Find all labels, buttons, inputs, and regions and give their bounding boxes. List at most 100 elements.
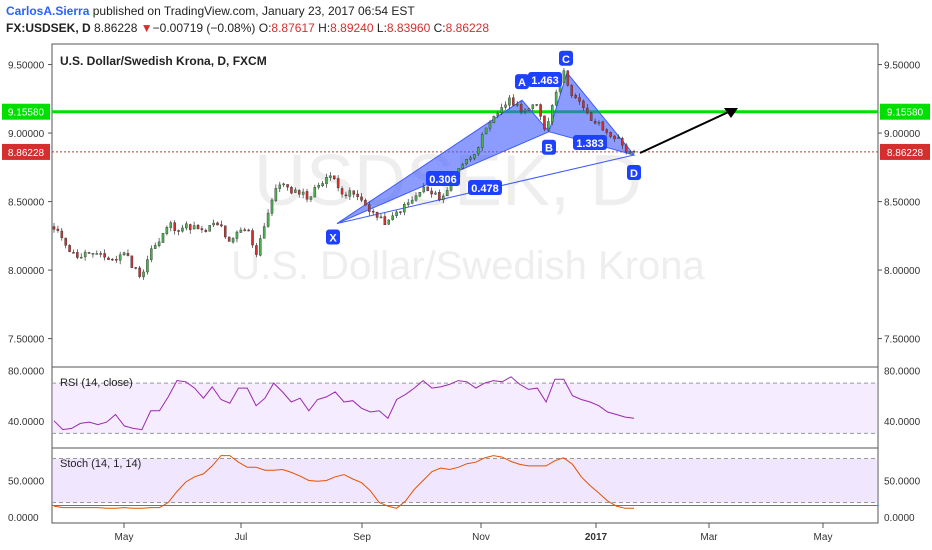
candle xyxy=(371,210,375,213)
candle xyxy=(438,192,441,201)
candle xyxy=(138,267,141,277)
candle xyxy=(216,222,219,226)
candle xyxy=(227,236,231,242)
candle xyxy=(305,191,309,200)
candle xyxy=(535,104,538,106)
chart-frame xyxy=(51,43,879,524)
candle xyxy=(325,177,328,185)
candle xyxy=(60,230,64,239)
pattern-point-badge xyxy=(542,139,556,155)
candle xyxy=(566,70,570,86)
candle xyxy=(593,120,597,124)
price-level-tag-label: 9.15580 xyxy=(8,108,45,119)
candle xyxy=(515,104,519,106)
chart-title: U.S. Dollar/Swedish Krona, D, FXCM xyxy=(60,54,267,68)
candle xyxy=(196,225,200,230)
rsi-y-tick-label: 40.0000 xyxy=(884,417,921,428)
symbol-label[interactable]: FX:USDSEK, D xyxy=(6,21,91,35)
ratio-label: 1.383 xyxy=(576,138,604,150)
candle xyxy=(297,190,301,195)
pattern-point-badge xyxy=(326,229,340,245)
candle xyxy=(500,107,503,113)
candle xyxy=(492,116,496,124)
candle xyxy=(235,231,239,239)
pattern-point-badge xyxy=(559,50,573,66)
x-tick-label: May xyxy=(115,532,134,543)
candle xyxy=(266,212,270,227)
candle xyxy=(282,183,285,186)
candle xyxy=(99,253,102,255)
projection-arrow xyxy=(639,108,736,154)
price-level-tag-label: 8.86228 xyxy=(8,148,45,159)
candle xyxy=(582,100,585,108)
rsi-y-tick-label: 40.0000 xyxy=(8,417,45,428)
stoch-y-tick-label: 0.0000 xyxy=(884,513,915,524)
candle xyxy=(220,224,223,227)
candle xyxy=(290,187,293,194)
candle xyxy=(204,229,208,232)
candle xyxy=(601,121,605,131)
low-value: 8.83960 xyxy=(386,21,431,35)
candle xyxy=(364,199,367,206)
candle xyxy=(496,112,500,116)
rsi-y-tick-label: 80.0000 xyxy=(884,367,921,378)
candle xyxy=(410,199,414,204)
price-level-tag-label: 9.15580 xyxy=(887,108,924,119)
candle xyxy=(150,248,153,260)
x-tick-label: Sep xyxy=(353,532,371,543)
candle xyxy=(165,227,169,234)
candle xyxy=(142,271,145,278)
candle xyxy=(200,228,204,230)
candle xyxy=(543,115,546,130)
candle xyxy=(344,194,348,197)
candle xyxy=(480,134,484,148)
candle xyxy=(465,159,468,165)
candle xyxy=(332,175,336,180)
candle xyxy=(294,189,297,193)
candle xyxy=(632,150,636,153)
candle xyxy=(550,105,554,123)
author-name[interactable]: CarlosA.Sierra xyxy=(6,4,90,18)
candle xyxy=(83,251,87,258)
candle xyxy=(239,229,243,233)
candle xyxy=(562,70,566,83)
candle xyxy=(212,222,215,226)
candle xyxy=(126,253,130,256)
ratio-label: 0.478 xyxy=(471,183,499,195)
candle xyxy=(274,188,278,201)
candle xyxy=(617,137,620,139)
pattern-point-label: C xyxy=(562,54,570,66)
candle xyxy=(52,226,56,230)
high-value: 8.89240 xyxy=(330,21,374,35)
candle xyxy=(68,245,71,252)
candle xyxy=(340,188,344,195)
candle xyxy=(379,216,383,219)
candle xyxy=(613,135,616,140)
y-tick-label: 8.50000 xyxy=(8,198,45,209)
candle xyxy=(531,104,535,109)
pattern-point-label: A xyxy=(518,77,526,89)
open-label: O: xyxy=(258,21,272,35)
candle xyxy=(247,229,250,232)
y-tick-label: 9.50000 xyxy=(884,61,921,72)
rsi-band xyxy=(52,383,878,434)
candle xyxy=(426,186,429,192)
x-tick-label: May xyxy=(814,532,833,543)
candle xyxy=(130,255,134,268)
price-level-tag xyxy=(880,103,930,120)
y-tick-label: 9.50000 xyxy=(8,61,45,72)
candle xyxy=(224,225,227,238)
candle xyxy=(251,230,254,246)
candle xyxy=(270,199,274,214)
pattern-point-label: X xyxy=(329,232,337,244)
price-change: −0.00719 (−0.08%) xyxy=(152,21,256,35)
candle xyxy=(383,216,387,226)
candle xyxy=(146,259,149,273)
candle xyxy=(262,226,266,239)
ratio-label: 1.463 xyxy=(531,75,559,87)
x-tick-label: Nov xyxy=(472,532,490,543)
candle xyxy=(95,253,99,255)
candle xyxy=(624,144,628,153)
candle xyxy=(122,252,126,255)
